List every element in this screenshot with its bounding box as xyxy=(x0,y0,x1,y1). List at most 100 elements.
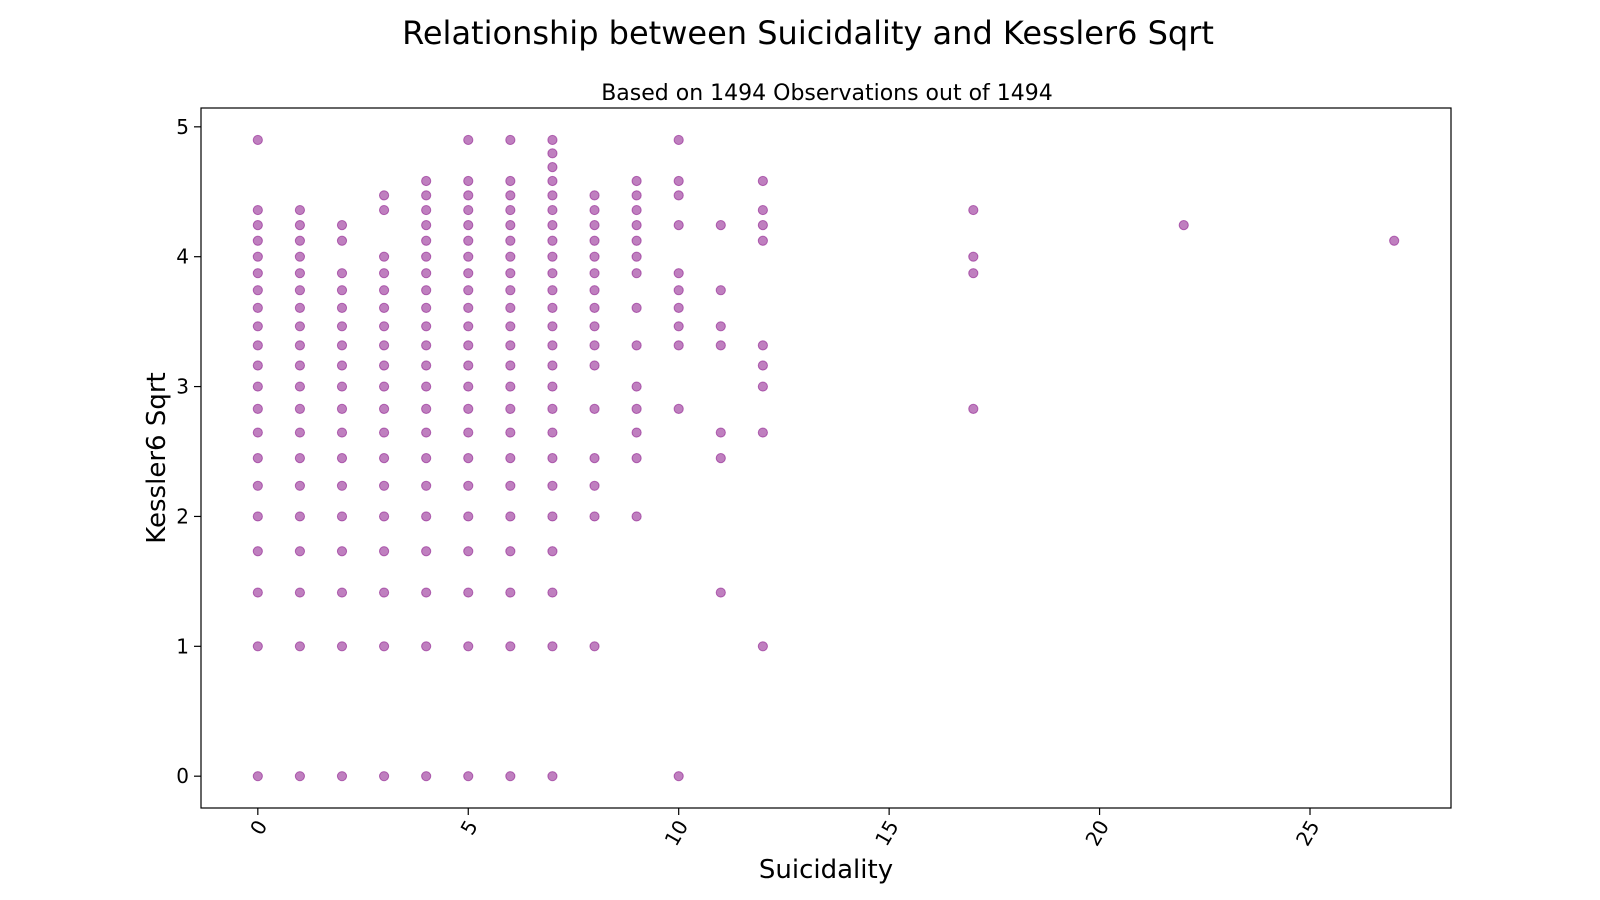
data-point xyxy=(547,511,558,522)
x-tick-label: 0 xyxy=(245,816,272,839)
data-point xyxy=(463,190,474,201)
data-point xyxy=(631,302,642,313)
data-point xyxy=(421,771,432,782)
data-point xyxy=(547,480,558,491)
data-point xyxy=(505,321,516,332)
data-point xyxy=(547,360,558,371)
data-point xyxy=(505,381,516,392)
data-point xyxy=(336,641,348,652)
data-point xyxy=(547,148,558,159)
data-point xyxy=(421,360,432,371)
data-point xyxy=(463,453,474,464)
data-point xyxy=(336,321,348,332)
x-tick-label: 10 xyxy=(660,816,694,850)
data-point xyxy=(463,641,474,652)
data-point xyxy=(547,641,558,652)
data-point xyxy=(968,204,979,216)
data-point xyxy=(336,403,348,415)
data-point xyxy=(378,480,390,491)
x-axis-label: Suicidality xyxy=(759,855,893,885)
data-point xyxy=(673,321,684,332)
data-point xyxy=(421,302,432,313)
data-point xyxy=(715,587,726,598)
y-tick-label: 5 xyxy=(176,115,189,139)
data-point xyxy=(715,220,726,231)
data-point xyxy=(252,480,263,491)
data-point xyxy=(589,321,600,332)
data-point xyxy=(505,175,516,187)
chart-title: Relationship between Suicidality and Kes… xyxy=(402,14,1214,52)
data-point xyxy=(336,268,348,279)
data-point xyxy=(715,453,726,464)
data-points xyxy=(252,134,1400,782)
x-tick-label: 15 xyxy=(870,816,904,850)
data-point xyxy=(589,302,600,313)
data-point xyxy=(463,285,474,296)
data-point xyxy=(547,161,558,173)
data-point xyxy=(252,134,263,146)
data-point xyxy=(547,134,558,146)
data-point xyxy=(505,453,516,464)
data-point xyxy=(631,340,642,351)
data-point xyxy=(547,427,558,438)
data-point xyxy=(421,480,432,491)
data-point xyxy=(421,641,432,652)
data-point xyxy=(547,771,558,782)
x-tick-label: 25 xyxy=(1291,816,1325,850)
data-point xyxy=(336,340,348,351)
data-point xyxy=(252,251,263,262)
x-axis-ticks: 0 5 10 15 20 25 xyxy=(245,808,1324,850)
data-point xyxy=(463,403,474,415)
data-point xyxy=(589,360,600,371)
data-point xyxy=(252,641,263,652)
data-point xyxy=(968,251,979,262)
data-point xyxy=(463,235,474,246)
data-point xyxy=(294,235,306,246)
data-point xyxy=(294,587,306,598)
data-point xyxy=(505,251,516,262)
data-point xyxy=(378,771,390,782)
data-point xyxy=(378,427,390,438)
data-point xyxy=(547,403,558,415)
data-point xyxy=(336,285,348,296)
data-point xyxy=(505,302,516,313)
y-tick-label: 1 xyxy=(176,634,189,658)
data-point xyxy=(505,134,516,146)
data-point xyxy=(252,268,263,279)
data-point xyxy=(505,427,516,438)
data-point xyxy=(378,546,390,557)
data-point xyxy=(547,190,558,201)
data-point xyxy=(252,204,263,216)
data-point xyxy=(463,427,474,438)
data-point xyxy=(252,546,263,557)
data-point xyxy=(336,480,348,491)
data-point xyxy=(336,546,348,557)
data-point xyxy=(505,268,516,279)
data-point xyxy=(421,587,432,598)
data-point xyxy=(421,546,432,557)
data-point xyxy=(463,587,474,598)
data-point xyxy=(589,220,600,231)
x-tick-label: 5 xyxy=(455,816,482,839)
data-point xyxy=(631,175,642,187)
data-point xyxy=(252,771,263,782)
data-point xyxy=(378,453,390,464)
data-point xyxy=(252,340,263,351)
data-point xyxy=(589,403,600,415)
data-point xyxy=(378,302,390,313)
data-point xyxy=(715,321,726,332)
data-point xyxy=(421,268,432,279)
data-point xyxy=(421,427,432,438)
data-point xyxy=(505,511,516,522)
data-point xyxy=(1389,235,1400,246)
data-point xyxy=(252,587,263,598)
data-point xyxy=(252,235,263,246)
data-point xyxy=(463,302,474,313)
data-point xyxy=(294,220,306,231)
data-point xyxy=(252,360,263,371)
data-point xyxy=(757,175,768,187)
data-point xyxy=(378,587,390,598)
data-point xyxy=(547,321,558,332)
data-point xyxy=(252,220,263,231)
data-point xyxy=(757,220,768,231)
